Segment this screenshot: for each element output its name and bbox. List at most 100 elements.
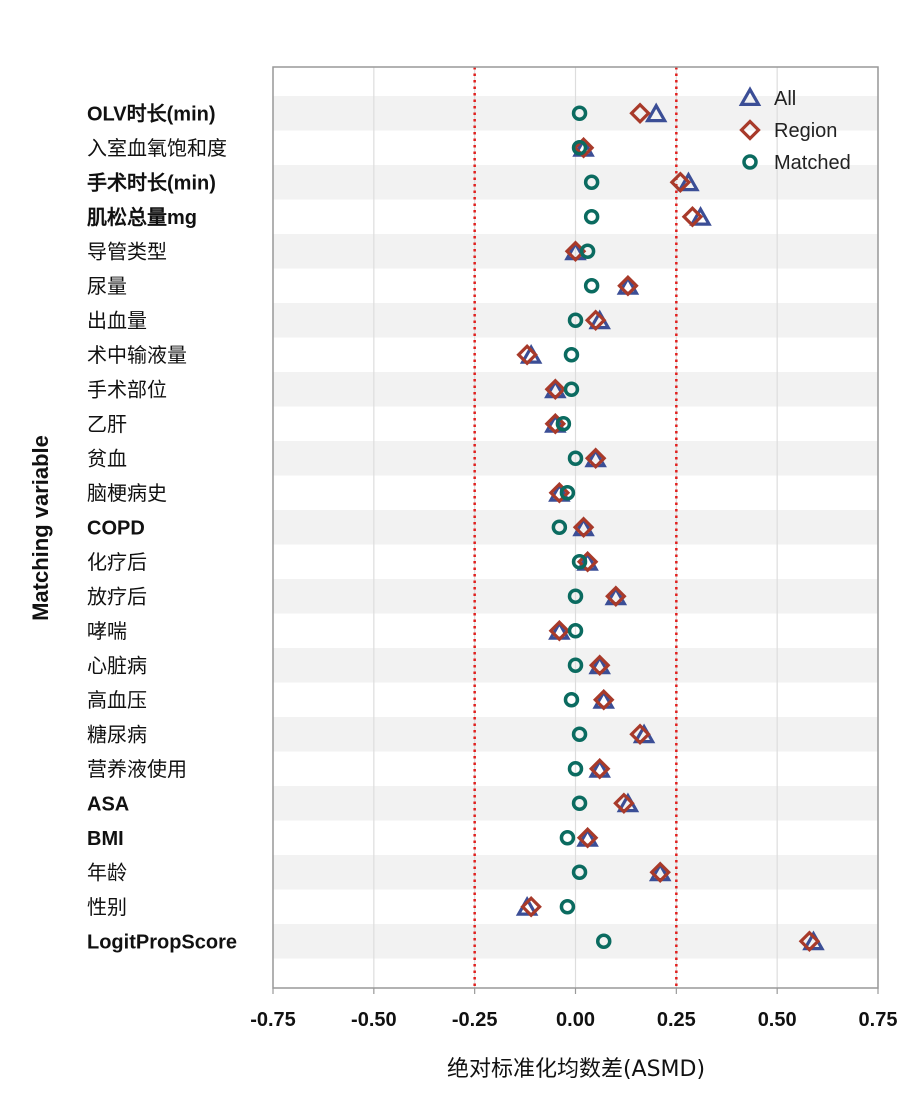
matched-point xyxy=(595,933,612,949)
legend-label: Region xyxy=(774,120,837,142)
y-tick-label: 出血量 xyxy=(87,308,147,332)
region-point xyxy=(588,757,611,780)
region-point xyxy=(572,136,595,159)
x-axis-title: 绝对标准化均数差(ASMD) xyxy=(447,1057,705,1082)
y-tick-label: 尿量 xyxy=(87,274,127,298)
region-point xyxy=(588,654,611,677)
series-region xyxy=(516,102,821,953)
legend-circle-icon xyxy=(742,154,758,170)
y-tick-label: 手术时长(min) xyxy=(87,170,216,194)
region-point xyxy=(592,688,615,711)
region-point xyxy=(572,516,595,539)
matched-point xyxy=(583,278,600,294)
matched-point xyxy=(571,795,588,811)
y-tick-label: COPD xyxy=(87,517,145,539)
region-point xyxy=(584,447,607,470)
region-point xyxy=(576,826,599,849)
matched-point xyxy=(567,761,584,777)
y-tick-label: LogitPropScore xyxy=(87,931,237,953)
matched-point xyxy=(559,485,576,501)
y-tick-label: 导管类型 xyxy=(87,239,167,263)
matched-point xyxy=(571,864,588,880)
region-point xyxy=(629,102,651,125)
matched-point xyxy=(551,519,568,535)
region-point xyxy=(798,930,821,953)
matched-point xyxy=(571,140,588,156)
matched-point xyxy=(563,692,580,708)
y-tick-label: 入室血氧饱和度 xyxy=(87,136,227,160)
y-tick-label: 手术部位 xyxy=(87,377,167,401)
x-tick-label: 0.00 xyxy=(556,1009,595,1031)
y-tick-label: 术中输液量 xyxy=(87,343,187,367)
y-tick-label: 心脏病 xyxy=(87,653,147,677)
region-point xyxy=(576,550,599,573)
legend: All Region Matched xyxy=(738,86,851,174)
matched-point xyxy=(567,588,584,604)
region-point xyxy=(584,309,607,332)
legend-triangle-icon xyxy=(738,86,762,106)
region-point xyxy=(629,723,651,746)
data-marks xyxy=(515,102,825,953)
x-tick-label: -0.75 xyxy=(250,1009,296,1031)
x-tick-label: -0.50 xyxy=(351,1009,397,1031)
y-axis-title: Matching variable xyxy=(28,435,53,621)
region-point xyxy=(617,274,639,297)
y-tick-label: 营养液使用 xyxy=(87,757,187,781)
y-tick-label: 贫血 xyxy=(87,446,127,470)
matched-point xyxy=(583,174,600,190)
region-point xyxy=(520,895,542,918)
region-point xyxy=(548,481,571,504)
region-point xyxy=(548,619,571,642)
y-tick-label: 年龄 xyxy=(87,860,127,884)
y-tick-label: 高血压 xyxy=(87,688,147,712)
matched-point xyxy=(567,450,584,466)
watermark-text: 知乎 @统计碎碎念 xyxy=(717,1061,900,1086)
all-point xyxy=(576,827,599,847)
matched-point xyxy=(571,105,588,121)
x-tick-label: 0.50 xyxy=(758,1009,797,1031)
matched-point xyxy=(567,623,584,639)
legend-item-region: Region xyxy=(739,119,837,142)
matched-point xyxy=(579,243,596,259)
matched-point xyxy=(567,312,584,328)
matched-point xyxy=(559,830,576,846)
all-point xyxy=(689,206,712,226)
y-tick-label: ASA xyxy=(87,793,129,815)
y-tick-label: 乙肝 xyxy=(87,412,127,436)
matched-point xyxy=(559,899,576,915)
legend-item-all: All xyxy=(738,86,796,110)
matched-point xyxy=(563,347,580,363)
y-tick-label: 哮喘 xyxy=(87,619,127,643)
matched-point xyxy=(567,657,584,673)
region-point xyxy=(681,205,704,228)
y-tick-label: 性别 xyxy=(87,895,127,919)
matched-point xyxy=(583,209,600,225)
y-tick-label: BMI xyxy=(87,828,124,850)
x-tick-label: -0.25 xyxy=(452,1009,498,1031)
all-point xyxy=(592,689,615,709)
y-tick-label: 化疗后 xyxy=(87,550,147,574)
region-point xyxy=(613,792,635,815)
region-point xyxy=(605,585,627,608)
all-point xyxy=(588,758,611,778)
matched-point xyxy=(571,554,588,570)
region-point xyxy=(544,378,567,401)
x-tick-label: 0.75 xyxy=(859,1009,898,1031)
y-tick-label: 肌松总量mg xyxy=(87,205,197,229)
region-point xyxy=(516,343,538,366)
y-tick-label: 脑梗病史 xyxy=(87,481,167,505)
reference-lines xyxy=(473,67,678,988)
region-point xyxy=(669,171,692,194)
series-matched xyxy=(551,105,612,949)
matched-point xyxy=(563,381,580,397)
all-point xyxy=(644,102,668,123)
y-tick-label: OLV时长(min) xyxy=(87,102,216,125)
matched-point xyxy=(571,726,588,742)
legend-label: All xyxy=(774,88,796,110)
all-point xyxy=(677,171,700,192)
legend-label: Matched xyxy=(774,152,851,174)
y-tick-label: 糖尿病 xyxy=(87,722,147,746)
region-point xyxy=(649,861,671,884)
